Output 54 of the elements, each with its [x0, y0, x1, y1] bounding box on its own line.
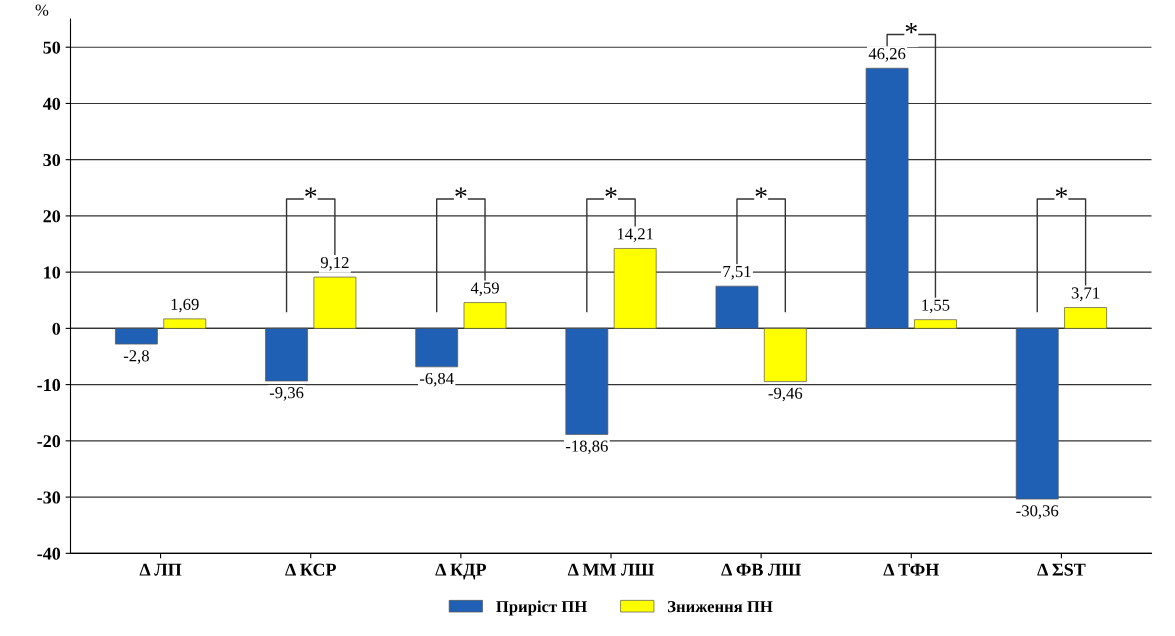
legend-label: Приріст ПН: [496, 600, 587, 616]
y-axis-title: %: [35, 4, 49, 16]
legend-label: Зниження ПН: [668, 601, 773, 613]
y-tick-label: -20: [37, 435, 61, 448]
bar: [715, 285, 759, 329]
data-label: 7,51: [723, 266, 751, 280]
data-label: 4,59: [470, 282, 499, 297]
data-label: 14,21: [617, 228, 653, 242]
annotation: *: [1055, 187, 1068, 198]
x-tick-label: Δ ФВ ЛШ: [721, 563, 801, 576]
data-label: 1,69: [171, 298, 199, 313]
annotation: *: [455, 187, 467, 198]
y-tick-label: 30: [43, 153, 61, 167]
annotation: *: [755, 187, 767, 198]
data-label: -18,86: [565, 440, 608, 455]
bar: [1064, 307, 1107, 329]
bar: [265, 328, 308, 382]
data-label: -6,84: [419, 372, 454, 387]
y-tick-label: 40: [42, 97, 61, 110]
data-label: -2,8: [123, 350, 149, 364]
x-tick-label: Δ КСР: [285, 563, 336, 576]
y-tick-label: 10: [44, 266, 61, 279]
data-label: 9,12: [320, 256, 349, 271]
annotation: *: [905, 22, 917, 34]
bar: [1015, 328, 1059, 500]
data-label: 46,26: [868, 48, 906, 62]
x-tick-label: Δ ММ ЛШ: [567, 563, 655, 576]
x-tick-label: Δ ТФН: [883, 563, 939, 576]
bar: [415, 328, 459, 368]
x-tick-label: Δ ЛП: [139, 563, 182, 576]
data-label: -9,36: [269, 387, 304, 401]
bar: [163, 318, 207, 329]
bar: [565, 328, 609, 435]
data-label: 3,71: [1071, 287, 1100, 301]
bar: [914, 319, 957, 329]
bar: [763, 328, 807, 382]
bar: [313, 276, 357, 329]
x-tick-label: Δ КДР: [435, 563, 487, 580]
data-label: 1,55: [922, 299, 950, 314]
y-tick-label: 20: [43, 210, 61, 223]
y-tick-label: -30: [37, 491, 61, 504]
annotation: *: [605, 187, 617, 198]
data-label: -9,46: [768, 387, 803, 402]
bar: [613, 248, 657, 329]
bar: [463, 302, 507, 329]
annotation: *: [305, 187, 317, 198]
bar: [865, 67, 909, 329]
y-tick-label: 0: [52, 322, 61, 335]
bar: [115, 328, 158, 345]
x-tick-label: Δ ΣST: [1037, 563, 1086, 576]
y-tick-label: -40: [37, 547, 61, 560]
data-label: -30,36: [1016, 505, 1059, 519]
y-tick-label: 50: [43, 41, 61, 54]
y-tick-label: -10: [37, 378, 61, 392]
